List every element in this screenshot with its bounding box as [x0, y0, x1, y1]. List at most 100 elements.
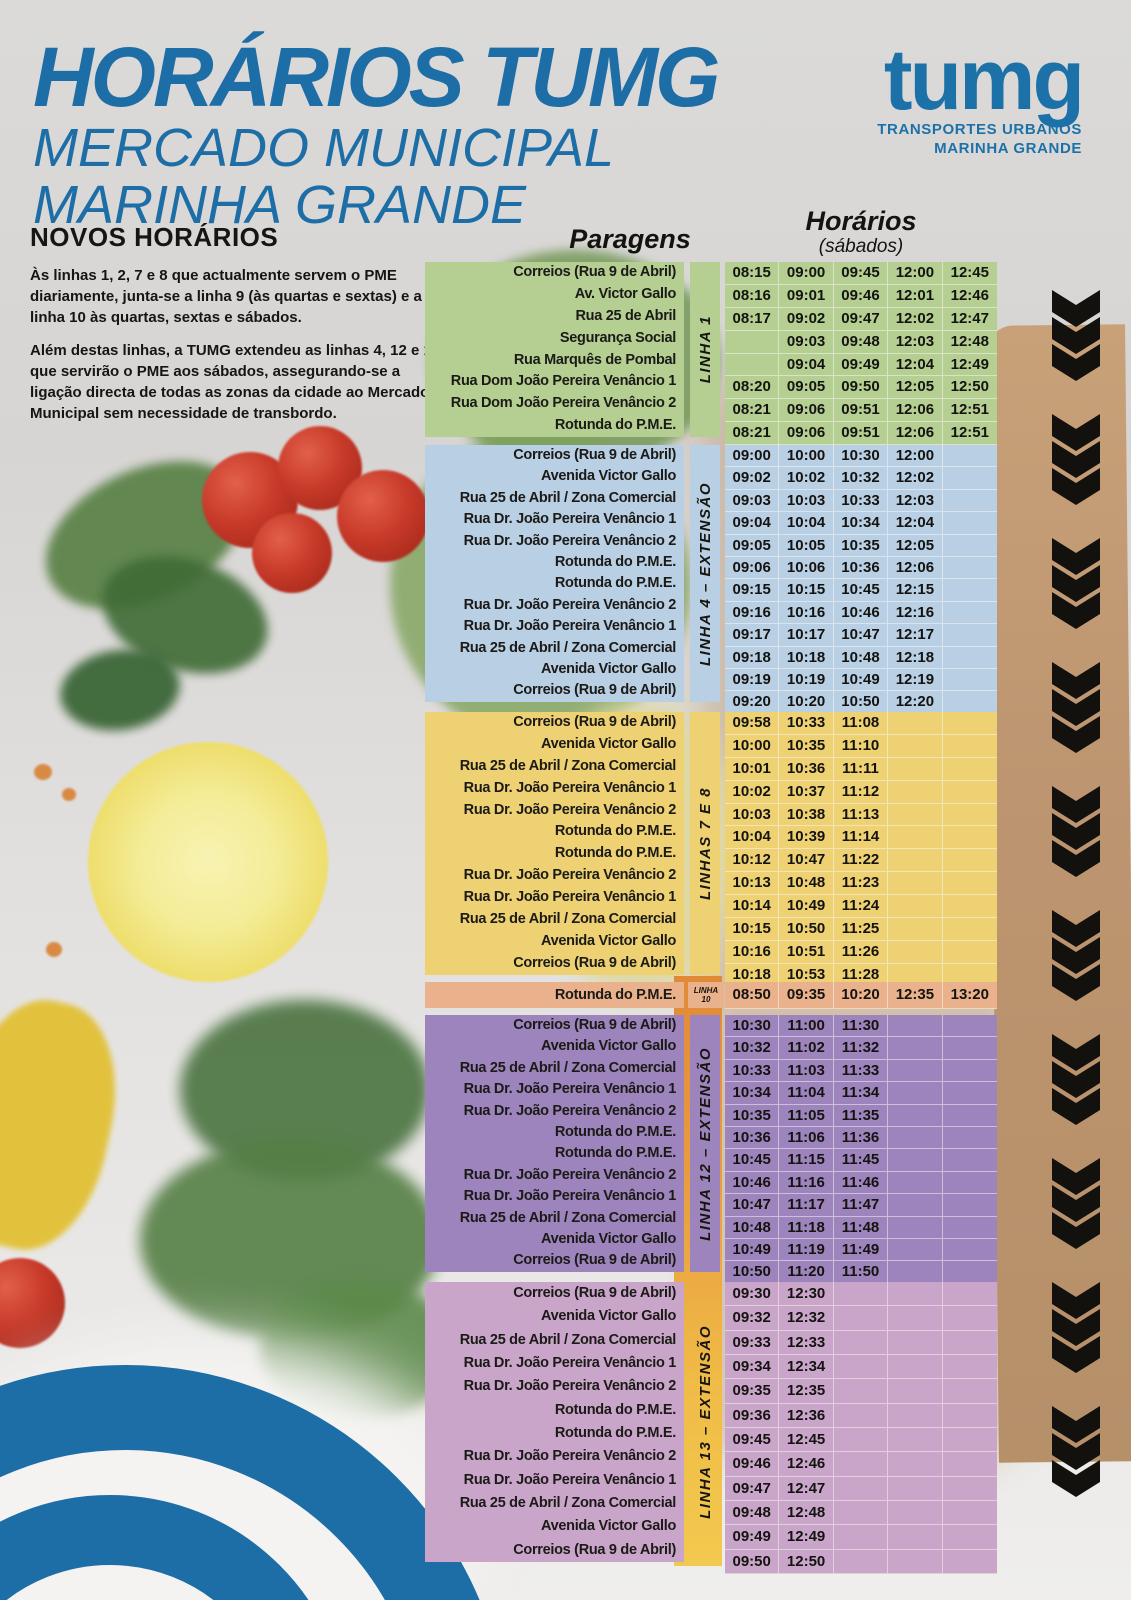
time-cell: 10:02 [725, 780, 780, 804]
stop-name: Rotunda do P.M.E. [554, 987, 676, 1003]
time-cell [888, 712, 943, 735]
time-cell [942, 1525, 997, 1550]
tumg-wordmark: tumg [883, 32, 1085, 128]
stop-name: Rua 25 de Abril / Zona Comercial [459, 1059, 677, 1076]
time-cell: 12:47 [779, 1476, 834, 1501]
time-cell [888, 1127, 943, 1150]
stop-name: Rua 25 de Abril / Zona Comercial [459, 1331, 677, 1348]
stop-name: Avenida Victor Gallo [540, 468, 676, 485]
time-cell [942, 895, 997, 919]
time-cell [942, 647, 997, 670]
stop-name: Rua 25 de Abril / Zona Comercial [459, 1494, 677, 1511]
stop-name: Correios (Rua 9 de Abril) [513, 264, 676, 280]
page-subtitle-1: MERCADO MUNICIPAL [33, 118, 615, 178]
time-cell: 09:32 [725, 1306, 780, 1331]
time-cell: 11:24 [833, 895, 889, 919]
stop-name: Rotunda do P.M.E. [554, 575, 676, 592]
time-cell: 11:10 [833, 734, 889, 758]
stop-name: Rua 25 de Abril / Zona Comercial [459, 1209, 677, 1226]
time-cell: 09:02 [725, 467, 780, 490]
time-cell: 09:45 [725, 1427, 780, 1453]
time-cell: 09:06 [779, 422, 834, 446]
stop-name: Rua 25 de Abril / Zona Comercial [459, 757, 677, 774]
time-cell: 10:50 [779, 918, 834, 941]
time-cell: 11:06 [779, 1127, 834, 1150]
time-cell: 11:35 [833, 1104, 889, 1128]
time-cell: 10:30 [725, 1015, 780, 1038]
time-cell: 09:47 [725, 1476, 780, 1501]
stop-name: Rua Dom João Pereira Venâncio 2 [450, 395, 677, 412]
stop-name: Rotunda do P.M.E. [554, 1124, 676, 1141]
line-label: LINHA 1 [690, 262, 720, 437]
stop-name: Avenida Victor Gallo [540, 932, 676, 949]
stop-name: Rua Dr. João Pereira Venâncio 1 [463, 1354, 677, 1371]
time-cell: 11:17 [779, 1194, 834, 1217]
time-cell [942, 624, 997, 647]
time-cell: 10:49 [833, 669, 889, 692]
times-grid: 09:58 10:33 11:08 10:00 10:35 11:10 10:01 10:36… [725, 712, 997, 987]
stop-name: Avenida Victor Gallo [540, 1038, 676, 1055]
time-cell [942, 1477, 997, 1501]
page-subtitle-2: MARINHA GRANDE [33, 175, 527, 235]
time-cell: 11:20 [779, 1261, 834, 1284]
time-cell: 10:20 [833, 982, 889, 1009]
time-cell: 11:03 [779, 1059, 834, 1083]
time-cell [942, 490, 997, 513]
time-cell [888, 826, 943, 850]
time-cell: 10:45 [725, 1149, 780, 1172]
time-cell: 12:00 [888, 445, 943, 468]
time-cell: 09:35 [725, 1379, 780, 1404]
time-cell: 09:19 [725, 669, 780, 692]
time-cell: 12:06 [888, 399, 943, 423]
time-cell: 12:06 [888, 422, 943, 446]
line-label: LINHAS 7 E 8 [690, 712, 720, 975]
time-cell: 10:48 [779, 872, 834, 896]
time-cell: 12:33 [779, 1330, 834, 1355]
time-cell: 09:48 [833, 330, 889, 354]
time-cell: 11:08 [833, 712, 889, 735]
stop-name: Avenida Victor Gallo [540, 1518, 676, 1535]
time-cell [833, 1379, 889, 1404]
time-cell: 10:32 [725, 1037, 780, 1060]
time-cell: 12:19 [888, 669, 943, 692]
time-cell: 10:17 [779, 624, 834, 647]
time-cell: 09:02 [779, 307, 834, 331]
stop-name: Rua Dr. João Pereira Venâncio 2 [463, 801, 677, 818]
logo-tagline-1: TRANSPORTES URBANOS [877, 121, 1082, 138]
stop-name: Avenida Victor Gallo [540, 735, 676, 752]
time-cell: 09:05 [725, 534, 780, 558]
stop-name: Correios (Rua 9 de Abril) [513, 1017, 676, 1033]
times-grid: 09:00 10:00 10:30 12:00 09:02 10:02 10:32 12:02… [725, 445, 997, 714]
time-cell [833, 1452, 889, 1477]
time-cell: 11:18 [779, 1216, 834, 1240]
time-cell [888, 872, 943, 896]
time-cell: 10:06 [779, 557, 834, 580]
time-cell: 10:37 [779, 780, 834, 804]
time-cell: 09:00 [725, 445, 780, 468]
line-label-text: LINHA 13 – EXTENSÃO [696, 1325, 714, 1519]
time-cell [942, 1379, 997, 1404]
line-label-text: LINHA 12 – EXTENSÃO [696, 1046, 714, 1241]
time-cell: 10:47 [833, 624, 889, 647]
time-cell: 10:36 [833, 557, 889, 580]
time-cell: 08:20 [725, 376, 780, 400]
time-cell: 11:05 [779, 1104, 834, 1128]
time-cell: 11:45 [833, 1149, 889, 1172]
intro-text-block: NOVOS HORÁRIOS Às linhas 1, 2, 7 e 8 que… [30, 222, 450, 436]
time-cell: 10:35 [833, 534, 889, 558]
time-cell: 09:50 [833, 376, 889, 400]
time-cell: 08:16 [725, 284, 780, 308]
times-column-header: Horários [805, 206, 917, 236]
stop-name: Rotunda do P.M.E. [554, 1145, 676, 1162]
time-cell [833, 1525, 889, 1550]
time-cell: 10:47 [725, 1194, 780, 1217]
time-cell: 09:03 [725, 489, 780, 513]
time-cell: 09:58 [725, 712, 780, 735]
time-cell [942, 691, 997, 714]
stop-name: Rua Dr. João Pereira Venâncio 1 [463, 1471, 677, 1488]
time-cell: 10:18 [779, 646, 834, 670]
time-cell: 10:05 [779, 534, 834, 558]
time-cell [833, 1549, 889, 1574]
time-cell: 10:16 [779, 601, 834, 625]
time-cell: 12:04 [888, 512, 943, 535]
